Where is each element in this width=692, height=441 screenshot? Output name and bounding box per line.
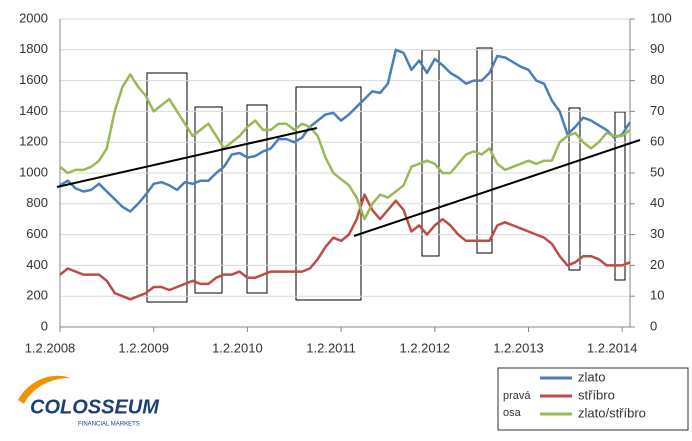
series-line — [59, 193, 631, 301]
legend-label: zlato/stříbro — [578, 405, 646, 420]
y-tick-label: 1600 — [19, 72, 48, 87]
y-tick-label: 2000 — [19, 10, 48, 25]
y-tick-label: 800 — [26, 195, 48, 210]
y2-tick-label: 60 — [650, 134, 664, 149]
annotation-box — [194, 106, 223, 294]
y2-tick-label: 10 — [650, 288, 664, 303]
annotation-box — [146, 72, 188, 303]
y-tick-label: 200 — [26, 288, 48, 303]
series-line — [59, 48, 632, 213]
x-tick-label: 1.2.2014 — [587, 340, 638, 355]
y2-tick-label: 80 — [650, 72, 664, 87]
y2-tick-label: 20 — [650, 257, 664, 272]
annotation-box — [295, 86, 362, 301]
y-tick-label: 1200 — [19, 134, 48, 149]
legend-note: osa — [503, 407, 522, 419]
legend-label: zlato — [578, 369, 605, 384]
y2-tick-label: 100 — [650, 10, 672, 25]
y-tick-label: 1800 — [19, 41, 48, 56]
x-tick-label: 1.2.2008 — [25, 340, 76, 355]
x-tick-label: 1.2.2010 — [212, 340, 263, 355]
y2-tick-label: 0 — [650, 318, 657, 333]
y2-tick-label: 50 — [650, 164, 664, 179]
x-tick-label: 1.2.2009 — [118, 340, 169, 355]
trend-line — [56, 127, 318, 188]
annotation-box — [614, 111, 626, 281]
x-tick-label: 1.2.2011 — [306, 340, 356, 355]
y2-tick-label: 40 — [650, 195, 664, 210]
y-tick-label: 0 — [41, 318, 48, 333]
y-tick-label: 1000 — [19, 164, 48, 179]
legend-note: pravá — [503, 390, 531, 402]
y-tick-label: 1400 — [19, 103, 48, 118]
x-tick-label: 1.2.2013 — [493, 340, 544, 355]
annotation-box — [476, 47, 493, 254]
y-tick-label: 400 — [26, 257, 48, 272]
legend-box — [497, 367, 689, 431]
y2-tick-label: 90 — [650, 41, 664, 56]
annotation-box — [568, 107, 581, 271]
legend-label: stříbro — [578, 387, 615, 402]
logo: COLOSSEUM FINANCIAL MARKETS — [18, 375, 160, 428]
y2-tick-label: 30 — [650, 226, 664, 241]
trend-line — [353, 139, 641, 237]
logo-tagline: FINANCIAL MARKETS — [78, 422, 140, 428]
series-line — [59, 73, 631, 221]
logo-name: COLOSSEUM — [30, 396, 160, 418]
logo-swoosh — [18, 375, 70, 404]
annotation-box — [246, 104, 268, 294]
x-tick-label: 1.2.2012 — [399, 340, 450, 355]
annotations — [146, 47, 626, 303]
y-tick-label: 600 — [26, 226, 48, 241]
y2-tick-label: 70 — [650, 103, 664, 118]
